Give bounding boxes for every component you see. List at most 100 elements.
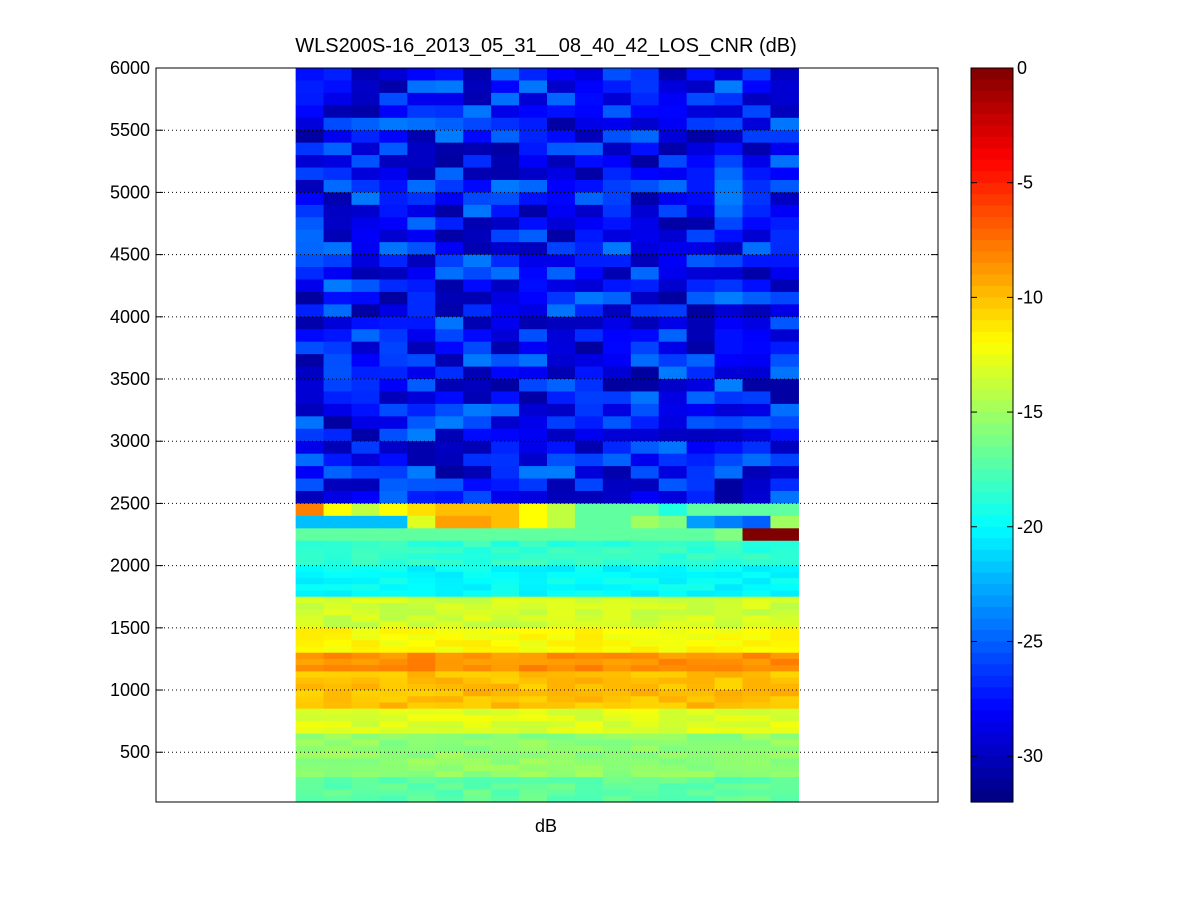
heatmap-cell	[491, 615, 520, 623]
heatmap-cell	[519, 590, 548, 598]
heatmap-cell	[323, 721, 353, 728]
heatmap-cell	[463, 204, 492, 218]
heatmap-cell	[574, 204, 604, 218]
heatmap-cell	[686, 565, 716, 573]
heatmap-cell	[658, 142, 688, 156]
heatmap-cell	[379, 658, 408, 666]
heatmap-cell	[323, 279, 353, 293]
heatmap-cell	[630, 366, 660, 380]
heatmap-cell	[547, 105, 576, 119]
heatmap-cell	[686, 627, 716, 635]
heatmap-cell	[323, 192, 353, 206]
heatmap-cell	[630, 341, 660, 355]
heatmap-cell	[407, 621, 436, 629]
heatmap-cell	[602, 416, 632, 430]
heatmap-cell	[547, 733, 576, 741]
colorbar-swatch	[971, 790, 1013, 803]
heatmap-cell	[770, 652, 799, 660]
heatmap-cell	[407, 578, 436, 585]
heatmap-cell	[714, 770, 744, 778]
heatmap-cell	[574, 640, 604, 648]
heatmap-cell	[519, 721, 548, 728]
heatmap-cell	[463, 503, 492, 517]
heatmap-cell	[519, 291, 548, 305]
heatmap-cell	[602, 553, 632, 561]
heatmap-cell	[519, 403, 548, 417]
colorbar-tick-label: -25	[1017, 631, 1043, 651]
heatmap-cell	[658, 304, 688, 318]
heatmap-cell	[574, 92, 604, 106]
colorbar-swatch	[971, 710, 1013, 723]
heatmap-cell	[686, 739, 716, 747]
heatmap-cell	[519, 770, 548, 778]
heatmap-cell	[491, 354, 520, 368]
heatmap-cell	[630, 714, 660, 722]
heatmap-cell	[630, 478, 660, 492]
heatmap-cell	[323, 634, 353, 641]
heatmap-cell	[519, 602, 548, 610]
heatmap-cell	[742, 770, 772, 778]
heatmap-cell	[686, 316, 716, 330]
heatmap-cell	[323, 652, 353, 660]
heatmap-cell	[574, 652, 604, 660]
heatmap-cell	[463, 621, 492, 629]
heatmap-cell	[574, 596, 604, 604]
heatmap-cell	[351, 466, 381, 480]
heatmap-cell	[435, 615, 464, 623]
heatmap-cell	[491, 130, 520, 144]
heatmap-cell	[295, 105, 325, 119]
heatmap-cell	[602, 677, 632, 685]
heatmap-cell	[742, 777, 772, 784]
heatmap-cell	[574, 708, 604, 716]
heatmap-cell	[519, 92, 548, 106]
heatmap-cell	[379, 416, 408, 430]
heatmap-cell	[351, 783, 381, 791]
heatmap-cell	[435, 142, 464, 156]
heatmap-cell	[602, 578, 632, 585]
heatmap-cell	[407, 267, 436, 281]
heatmap-cell	[658, 553, 688, 561]
heatmap-cell	[407, 428, 436, 442]
heatmap-cell	[519, 68, 548, 82]
heatmap-cell	[574, 627, 604, 635]
heatmap-cell	[742, 254, 772, 268]
heatmap-cell	[686, 391, 716, 405]
heatmap-cell	[463, 677, 492, 685]
heatmap-cell	[714, 167, 744, 181]
heatmap-cell	[574, 105, 604, 119]
heatmap-cell	[519, 714, 548, 722]
heatmap-cell	[714, 92, 744, 106]
heatmap-cell	[602, 733, 632, 741]
heatmap-cell	[435, 267, 464, 281]
heatmap-cell	[658, 764, 688, 772]
heatmap-cell	[658, 584, 688, 592]
colorbar-swatch	[971, 68, 1013, 81]
heatmap-cell	[574, 752, 604, 760]
heatmap-cell	[519, 304, 548, 318]
heatmap-cell	[602, 316, 632, 330]
colorbar-swatch	[971, 320, 1013, 333]
heatmap-cell	[547, 770, 576, 778]
heatmap-cell	[407, 714, 436, 722]
heatmap-cell	[686, 204, 716, 218]
heatmap-cell	[379, 204, 408, 218]
heatmap-cell	[658, 571, 688, 579]
heatmap-cell	[491, 746, 520, 753]
heatmap-cell	[630, 441, 660, 455]
heatmap-cell	[770, 590, 799, 598]
y-tick-label: 3500	[110, 369, 150, 389]
heatmap-cell	[742, 80, 772, 94]
heatmap-cell	[658, 615, 688, 623]
heatmap-cell	[379, 291, 408, 305]
heatmap-cell	[686, 671, 716, 679]
heatmap-cell	[463, 652, 492, 660]
heatmap-cell	[323, 92, 353, 106]
heatmap-cell	[658, 329, 688, 343]
heatmap-cell	[323, 683, 353, 691]
heatmap-cell	[658, 391, 688, 405]
heatmap-cell	[574, 609, 604, 616]
heatmap-cell	[295, 416, 325, 430]
heatmap-cell	[547, 167, 576, 181]
heatmap-cell	[602, 117, 632, 131]
heatmap-cell	[519, 783, 548, 791]
